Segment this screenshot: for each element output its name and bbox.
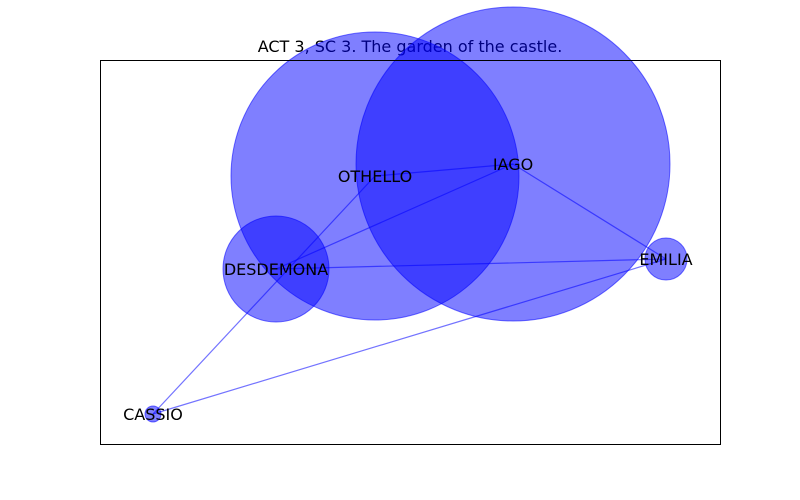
labels-layer: OTHELLO IAGO DESDEMONA EMILIA CASSIO — [123, 155, 693, 424]
edge-iago-desdemona — [275, 163, 514, 270]
edge-desdemona-emilia — [275, 258, 667, 270]
edge-othello-cassio — [152, 175, 376, 415]
edge-othello-iago — [374, 163, 514, 177]
plot-frame — [100, 60, 721, 445]
node-label-cassio: CASSIO — [123, 405, 183, 424]
node-label-emilia: EMILIA — [639, 250, 692, 269]
node-label-iago: IAGO — [493, 155, 533, 174]
edges-layer — [152, 163, 667, 415]
edge-iago-emilia — [512, 163, 667, 260]
node-label-desdemona: DESDEMONA — [224, 260, 328, 279]
node-label-othello: OTHELLO — [338, 167, 412, 186]
edge-emilia-cassio — [152, 258, 667, 415]
